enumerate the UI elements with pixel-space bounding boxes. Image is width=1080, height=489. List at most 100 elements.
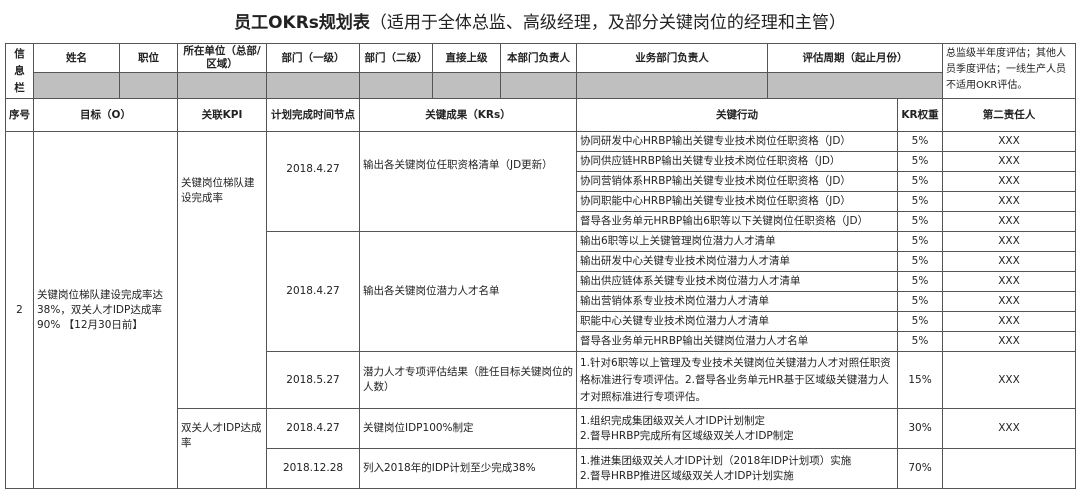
table-row: 双关人才IDP达成率 2018.4.27 关键岗位IDP100%制定 1.组织完成集团… <box>6 408 1076 489</box>
header-dept-1: 部门（一级） <box>266 43 360 73</box>
table-row: 2018.12.28 列入2018年的IDP计划至少完成38% 1.推进集团级双关人… <box>6 448 1076 489</box>
kr-weight: 5% <box>897 171 943 192</box>
key-action: 协同职能中心HRBP输出关键专业技术岗位任职资格（JD） <box>576 191 898 212</box>
name-field[interactable] <box>33 72 120 99</box>
header-business-head: 业务部门负责人 <box>576 43 768 73</box>
objective-text: 关键岗位梯队建设完成率达38%，双关人才IDP达成率90% 【12月30日前】 <box>33 131 178 489</box>
col-seq: 序号 <box>5 98 34 132</box>
key-action: 督导各业务单元HRBP输出关键岗位潜力人才名单 <box>576 331 898 352</box>
kr-text: 潜力人才专项评估结果（胜任目标关键岗位的人数） <box>359 351 577 409</box>
key-action: 1.推进集团级双关人才IDP计划（2018年IDP计划项）实施 2.督导HRBP推… <box>576 448 898 489</box>
kr-weight: 70% <box>897 448 943 489</box>
second-owner <box>942 448 1076 489</box>
table-row: 协同营销体系HRBP输出关键专业技术岗位任职资格（JD） 5% XXX <box>6 171 1076 192</box>
kr-weight: 5% <box>897 251 943 272</box>
col-weight: KR权重 <box>897 98 943 132</box>
kr-weight: 5% <box>897 231 943 252</box>
key-action-line: 2.督导HRBP完成所有区域级双关人才IDP制定 <box>580 429 794 442</box>
kpi-name: 双关人才IDP达成率 <box>177 408 267 489</box>
kr-deadline: 2018.5.27 <box>266 351 360 409</box>
header-unit: 所在单位（总部/区域） <box>177 43 267 73</box>
kr-text: 列入2018年的IDP计划至少完成38% <box>359 448 577 489</box>
table-row: 2 关键岗位梯队建设完成率达38%，双关人才IDP达成率90% 【12月30日前】… <box>5 131 1076 489</box>
header-position: 职位 <box>119 43 178 73</box>
col-objective: 目标（O） <box>33 98 178 132</box>
info-label: 信息栏 <box>5 43 34 99</box>
kr-weight: 15% <box>897 351 943 409</box>
okr-table: 信息栏 姓名 职位 所在单位（总部/区域） 部门（一级） 部门（二级） 直接上级… <box>5 43 1076 489</box>
col-second-owner: 第二责任人 <box>942 98 1076 132</box>
second-owner: XXX <box>942 231 1076 252</box>
objective-seq: 2 <box>5 131 34 489</box>
dept-2-field[interactable] <box>359 72 433 99</box>
key-action: 输出营销体系专业技术岗位潜力人才清单 <box>576 291 898 312</box>
kr-text: 关键岗位IDP100%制定 <box>359 408 577 449</box>
key-action: 协同研发中心HRBP输出关键专业技术岗位任职资格（JD） <box>576 131 898 152</box>
kr-deadline: 2018.4.27 <box>266 408 360 449</box>
second-owner: XXX <box>942 191 1076 212</box>
second-owner: XXX <box>942 311 1076 332</box>
okr-body: 2 关键岗位梯队建设完成率达38%，双关人才IDP达成率90% 【12月30日前】… <box>5 131 1076 489</box>
key-action: 输出6职等以上关键管理岗位潜力人才清单 <box>576 231 898 252</box>
kr-weight: 5% <box>897 311 943 332</box>
kr-weight: 5% <box>897 271 943 292</box>
key-action: 职能中心关键专业技术岗位潜力人才清单 <box>576 311 898 332</box>
second-owner: XXX <box>942 151 1076 172</box>
kr-weight: 5% <box>897 331 943 352</box>
table-row: 输出供应链体系关键专业技术岗位潜力人才清单 5% XXX <box>6 271 1076 292</box>
kr-weight: 30% <box>897 408 943 449</box>
kr-deadline: 2018.4.27 <box>266 131 360 232</box>
second-owner: XXX <box>942 291 1076 312</box>
col-actions: 关键行动 <box>576 98 898 132</box>
key-action: 1.针对6职等以上管理及专业技术关键岗位关键潜力人才对照任职资格标准进行专项评估… <box>576 351 898 409</box>
second-owner: XXX <box>942 271 1076 292</box>
key-action: 协同营销体系HRBP输出关键专业技术岗位任职资格（JD） <box>576 171 898 192</box>
header-eval-period: 评估周期（起止月份） <box>767 43 943 73</box>
table-row: 督导各业务单元HRBP输出6职等以下关键岗位任职资格（JD） 5% XXX <box>6 211 1076 232</box>
second-owner: XXX <box>942 408 1076 449</box>
business-head-field[interactable] <box>576 72 768 99</box>
second-owner: XXX <box>942 251 1076 272</box>
key-action: 输出供应链体系关键专业技术岗位潜力人才清单 <box>576 271 898 292</box>
kr-text: 输出各关键岗位潜力人才名单 <box>359 231 577 352</box>
kr-weight: 5% <box>897 151 943 172</box>
key-action: 输出研发中心关键专业技术岗位潜力人才清单 <box>576 251 898 272</box>
kr-weight: 5% <box>897 131 943 152</box>
eval-period-field[interactable] <box>767 72 943 99</box>
supervisor-field[interactable] <box>432 72 501 99</box>
kr-text: 输出各关键岗位任职资格清单（JD更新） <box>359 131 577 232</box>
key-action-line: 2.督导HRBP推进区域级双关人才IDP计划实施 <box>580 469 794 482</box>
header-dept-2: 部门（二级） <box>359 43 433 73</box>
second-owner: XXX <box>942 331 1076 352</box>
key-action: 1.组织完成集团级双关人才IDP计划制定 2.督导HRBP完成所有区域级双关人才I… <box>576 408 898 449</box>
page-title: 员工OKRs规划表（适用于全体总监、高级经理，及部分关键岗位的经理和主管） <box>234 13 846 33</box>
col-kpi: 关联KPI <box>177 98 267 132</box>
eval-note: 总监级半年度评估；其他人员季度评估；一线生产人员不适用OKR评估。 <box>942 43 1076 99</box>
col-deadline: 计划完成时间节点 <box>266 98 360 132</box>
kr-deadline: 2018.4.27 <box>266 231 360 352</box>
table-row: 2018.4.27 输出各关键岗位潜力人才名单 输出6职等以上关键管理岗位潜力人才清… <box>6 231 1076 352</box>
key-action: 协同供应链HRBP输出关键专业技术岗位任职资格（JD） <box>576 151 898 172</box>
second-owner: XXX <box>942 171 1076 192</box>
kr-weight: 5% <box>897 191 943 212</box>
header-name: 姓名 <box>33 43 120 73</box>
kr-weight: 5% <box>897 291 943 312</box>
key-action: 督导各业务单元HRBP输出6职等以下关键岗位任职资格（JD） <box>576 211 898 232</box>
dept-head-field[interactable] <box>500 72 577 99</box>
second-owner: XXX <box>942 351 1076 409</box>
header-supervisor: 直接上级 <box>432 43 501 73</box>
kr-weight: 5% <box>897 211 943 232</box>
table-row: 2018.5.27 潜力人才专项评估结果（胜任目标关键岗位的人数） 1.针对6职等以… <box>6 351 1076 409</box>
unit-field[interactable] <box>177 72 267 99</box>
header-dept-head: 本部门负责人 <box>500 43 577 73</box>
second-owner: XXX <box>942 131 1076 152</box>
key-action-line: 1.推进集团级双关人才IDP计划（2018年IDP计划项）实施 <box>580 454 852 467</box>
dept-1-field[interactable] <box>266 72 360 99</box>
key-action-line: 1.组织完成集团级双关人才IDP计划制定 <box>580 414 766 427</box>
second-owner: XXX <box>942 211 1076 232</box>
table-row: 职能中心关键专业技术岗位潜力人才清单 5% XXX <box>6 311 1076 332</box>
kpi-name: 关键岗位梯队建设完成率 <box>177 131 267 409</box>
col-krs: 关键成果（KRs） <box>359 98 577 132</box>
kr-deadline: 2018.12.28 <box>266 448 360 489</box>
position-field[interactable] <box>119 72 178 99</box>
